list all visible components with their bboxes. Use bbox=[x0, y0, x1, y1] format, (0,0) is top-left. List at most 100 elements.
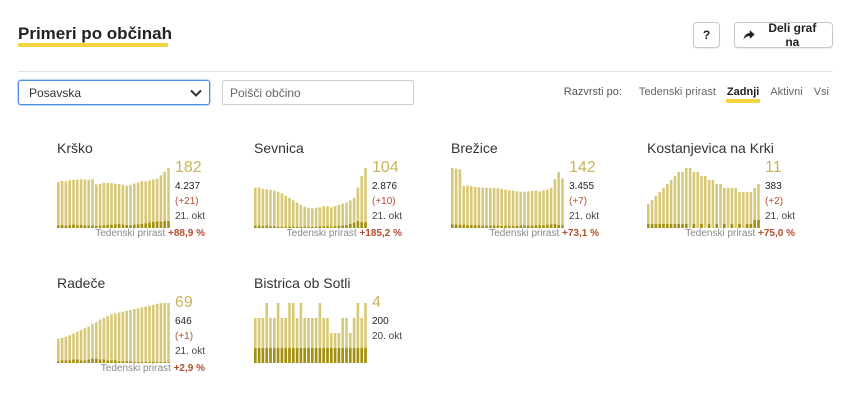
new-cases-bar bbox=[144, 223, 147, 228]
new-cases-bar bbox=[129, 361, 132, 363]
active-bar bbox=[685, 168, 688, 228]
active-bar bbox=[745, 192, 749, 228]
municipality-name: Brežice bbox=[451, 140, 498, 156]
active-bar bbox=[129, 309, 132, 363]
new-cases-bar bbox=[64, 225, 68, 228]
municipality-card[interactable]: Bistrica ob Sotli 4 200 20. okt bbox=[254, 275, 434, 390]
active-bar bbox=[341, 203, 344, 228]
new-cases-bar bbox=[322, 226, 325, 228]
active-bar bbox=[91, 323, 94, 363]
new-cases-bar bbox=[333, 348, 337, 363]
active-bar bbox=[307, 207, 310, 228]
new-cases-bar bbox=[715, 224, 718, 228]
new-cases-bar bbox=[152, 222, 155, 228]
active-bar bbox=[496, 188, 500, 228]
active-bar bbox=[280, 193, 284, 228]
new-cases-bar bbox=[60, 360, 64, 363]
weekly-growth-value: +73,1 % bbox=[562, 228, 599, 239]
new-cases-bar bbox=[745, 224, 749, 228]
active-bar bbox=[337, 204, 341, 228]
municipality-card[interactable]: Radeče 69 646 (+1) 21. okt Tedenski prir… bbox=[57, 275, 237, 390]
new-cases-bar bbox=[364, 222, 367, 228]
last-date: 21. okt bbox=[765, 211, 796, 222]
new-cases-bar bbox=[288, 348, 291, 363]
active-bar bbox=[681, 172, 684, 228]
active-bar bbox=[723, 188, 726, 228]
new-cases-bar bbox=[303, 226, 306, 228]
help-button[interactable]: ? bbox=[693, 22, 720, 48]
new-cases-bar bbox=[276, 348, 280, 363]
municipality-card[interactable]: Kostanjevica na Krki 11 383 (+2) 21. okt… bbox=[647, 140, 827, 255]
weekly-growth: Tedenski prirast +73,1 % bbox=[489, 228, 599, 239]
weekly-growth: Tedenski prirast +75,0 % bbox=[685, 228, 795, 239]
weekly-growth-label: Tedenski prirast bbox=[286, 228, 357, 239]
active-bar bbox=[523, 191, 526, 228]
active-bar bbox=[326, 318, 329, 363]
new-cases-bar bbox=[538, 225, 541, 228]
active-bar bbox=[726, 188, 730, 228]
active-bar bbox=[299, 303, 303, 363]
active-bar bbox=[60, 337, 64, 363]
new-cases-bar bbox=[546, 224, 549, 228]
chevron-down-icon bbox=[190, 89, 202, 97]
new-cases-bar bbox=[700, 224, 703, 228]
sort-label: Razvrsti po: bbox=[563, 86, 622, 98]
weekly-growth-label: Tedenski prirast bbox=[685, 228, 756, 239]
active-bar bbox=[326, 206, 329, 228]
weekly-growth-value: +75,0 % bbox=[758, 228, 795, 239]
active-bar bbox=[515, 191, 519, 228]
new-cases-bar bbox=[542, 225, 545, 228]
active-bar bbox=[666, 184, 669, 228]
new-cases-bar bbox=[470, 225, 473, 228]
new-cases-bar bbox=[685, 224, 688, 228]
new-cases-bar bbox=[749, 224, 753, 228]
new-cases-bar bbox=[83, 360, 87, 363]
municipality-name: Krško bbox=[57, 140, 93, 156]
new-cases-bar bbox=[299, 227, 303, 228]
municipality-card[interactable]: Sevnica 104 2.876 (+10) 21. okt Tedenski… bbox=[254, 140, 434, 255]
active-bar bbox=[715, 184, 718, 228]
active-bar bbox=[284, 195, 287, 228]
share-label: Deli graf na bbox=[768, 21, 817, 49]
new-cases-bar bbox=[314, 348, 318, 363]
municipality-search-input[interactable] bbox=[222, 80, 414, 105]
new-cases-bar bbox=[57, 361, 60, 363]
active-cases: 11 bbox=[765, 159, 782, 176]
new-cases-bar bbox=[333, 226, 337, 228]
sort-option-vsi[interactable]: Vsi bbox=[813, 86, 829, 98]
active-bar bbox=[159, 303, 163, 363]
active-bar bbox=[352, 318, 356, 363]
region-select[interactable]: Posavska bbox=[18, 80, 210, 105]
sort-option-tedenski-prirast[interactable]: Tedenski prirast bbox=[638, 86, 716, 98]
active-cases: 182 bbox=[175, 159, 202, 176]
active-bar bbox=[356, 303, 360, 363]
active-bar bbox=[345, 202, 348, 228]
new-cases-bar bbox=[326, 348, 329, 363]
share-button[interactable]: Deli graf na bbox=[734, 21, 833, 49]
new-cases-bar bbox=[466, 225, 469, 228]
active-bar bbox=[538, 191, 541, 228]
municipality-card[interactable]: Brežice 142 3.455 (+7) 21. okt Tedenski … bbox=[451, 140, 631, 255]
active-bar bbox=[299, 204, 303, 228]
new-cases-bar bbox=[553, 223, 557, 228]
active-bar bbox=[133, 183, 136, 228]
active-bar bbox=[650, 200, 654, 228]
last-date: 21. okt bbox=[175, 211, 206, 222]
active-bar bbox=[68, 335, 71, 363]
new-cases-bar bbox=[669, 224, 673, 228]
new-cases-bar bbox=[98, 225, 102, 228]
sort-option-zadnji[interactable]: Zadnji bbox=[725, 86, 761, 103]
new-cases-bar bbox=[345, 225, 348, 228]
active-bar bbox=[106, 182, 109, 228]
active-bar bbox=[114, 313, 117, 363]
active-bar bbox=[511, 190, 515, 228]
new-cases-bar bbox=[79, 225, 83, 228]
active-bar bbox=[95, 184, 98, 228]
last-date: 21. okt bbox=[175, 346, 206, 357]
municipality-card[interactable]: Krško 182 4.237 (+21) 21. okt Tedenski p… bbox=[57, 140, 237, 255]
sort-option-aktivni[interactable]: Aktivni bbox=[770, 86, 803, 98]
active-bar bbox=[322, 206, 325, 228]
total-cases: 646 bbox=[175, 316, 192, 327]
new-cases-bar bbox=[129, 225, 132, 228]
active-bar bbox=[477, 187, 481, 228]
